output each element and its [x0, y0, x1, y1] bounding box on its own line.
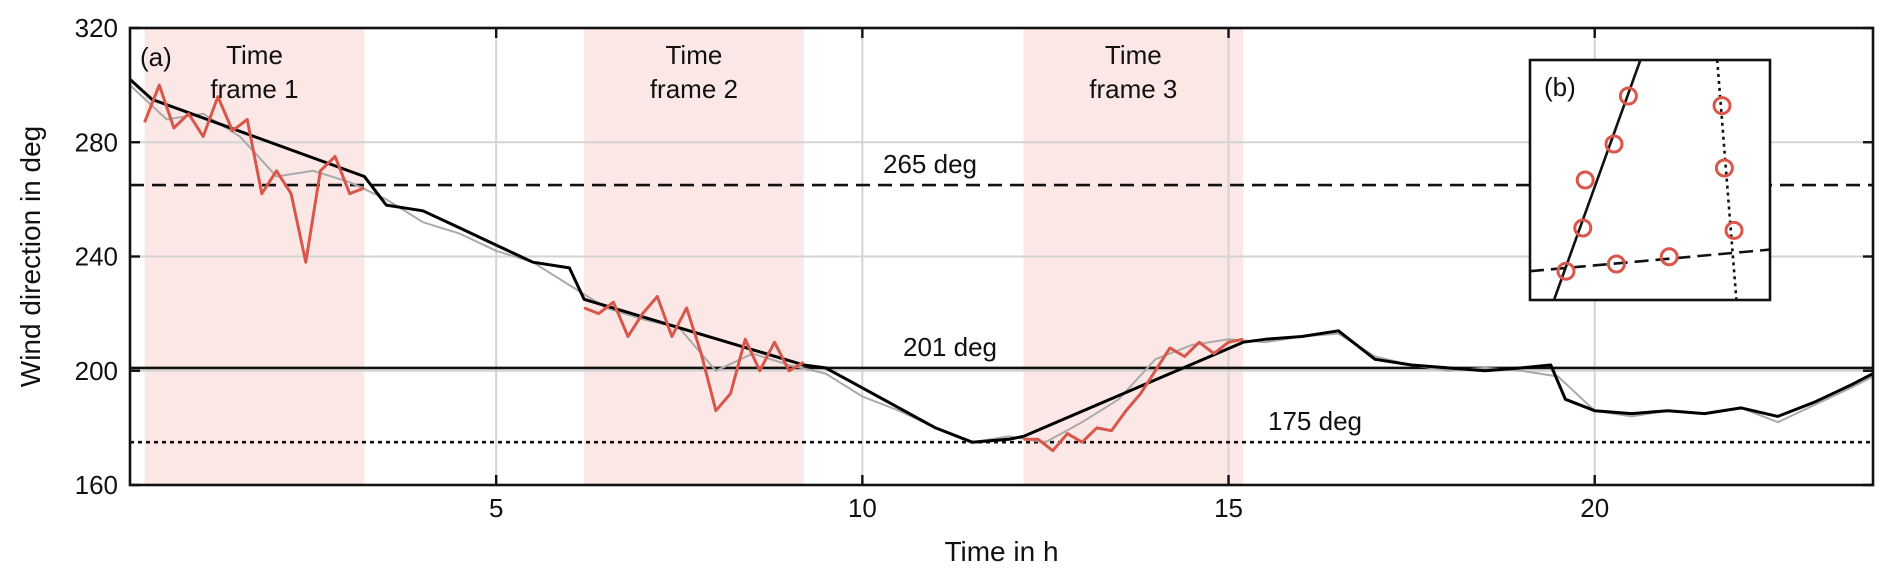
data-series: [128, 78, 1874, 453]
time-frame-1-label-line1: Time: [226, 40, 283, 70]
panel-label-a: (a): [140, 42, 172, 72]
inset-point-2: [1659, 247, 1679, 267]
time-frame-1-label-line2: frame 1: [210, 74, 298, 104]
reference-label-175: 175 deg: [1268, 406, 1362, 436]
y-tick-label-160: 160: [75, 470, 118, 500]
time-frame-3-label-line2: frame 3: [1089, 74, 1177, 104]
y-tick-label-280: 280: [75, 127, 118, 157]
y-tick-label-320: 320: [75, 13, 118, 43]
x-tick-label-5: 5: [489, 493, 503, 523]
panel-label-b: (b): [1544, 72, 1576, 102]
inset-solid-line: [1552, 60, 1642, 300]
inset-point-6: [1618, 86, 1638, 106]
x-tick-label-10: 10: [848, 493, 877, 523]
x-axis-title: Time in h: [944, 536, 1058, 567]
inset-point-9: [1724, 220, 1744, 240]
time-frame-3-label-line1: Time: [1105, 40, 1162, 70]
inset-panel-b: (b): [1528, 58, 1772, 302]
reference-label-201: 201 deg: [903, 332, 997, 362]
labels-layer: Time frame 1 Time frame 2 Time frame 3 265 deg…: [140, 40, 1362, 436]
inset-point-7: [1712, 96, 1732, 116]
inset-frame: [1528, 58, 1772, 302]
inset-point-3: [1573, 218, 1593, 238]
inset-dotted-line: [1715, 60, 1738, 300]
frame-2-fit-line: [583, 295, 805, 413]
frame-1-fit-line: [143, 83, 365, 264]
axes-layer: 5 10 15 20 160 200 240 280 320 Time in h Wind dire…: [15, 13, 1875, 567]
x-tick-label-15: 15: [1214, 493, 1243, 523]
time-frame-2-label-line1: Time: [666, 40, 723, 70]
time-frame-2-label-line2: frame 2: [650, 74, 738, 104]
y-axis-title: Wind direction in deg: [15, 126, 46, 387]
x-tick-label-20: 20: [1580, 493, 1609, 523]
inset-point-4: [1575, 170, 1595, 190]
reference-label-265: 265 deg: [883, 149, 977, 179]
y-tick-label-240: 240: [75, 242, 118, 272]
frame-3-fit-line: [1023, 337, 1244, 453]
inset-point-1: [1606, 254, 1626, 274]
inset-point-0: [1556, 261, 1576, 281]
inset-content: [1530, 60, 1770, 300]
inset-point-5: [1604, 134, 1624, 154]
filtered-wind-series: [128, 78, 1874, 444]
inset-dashed-line: [1530, 248, 1770, 273]
y-tick-label-200: 200: [75, 356, 118, 386]
inset-point-8: [1714, 158, 1734, 178]
